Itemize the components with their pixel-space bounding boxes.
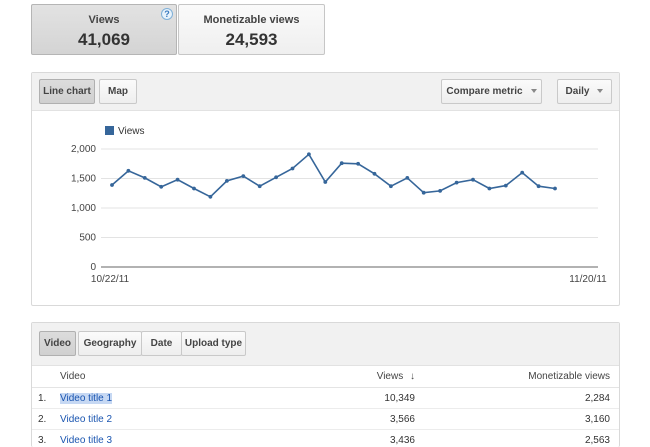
- legend-label: Views: [118, 126, 145, 137]
- row-number: 2.: [38, 414, 47, 425]
- help-icon[interactable]: ?: [161, 8, 173, 20]
- data-point: [110, 183, 114, 187]
- row-monetizable-views: 3,160: [584, 414, 610, 425]
- tab-upload-type[interactable]: Upload type: [181, 331, 246, 356]
- data-point: [159, 184, 164, 189]
- data-point: [307, 152, 311, 157]
- data-point: [356, 161, 360, 166]
- compare-metric-dropdown[interactable]: Compare metric: [441, 79, 542, 104]
- data-point: [192, 186, 196, 191]
- table-toolbar: Video Geography Date Upload type: [32, 323, 619, 366]
- data-point: [471, 177, 475, 182]
- data-point: [487, 186, 492, 191]
- metric-label: Monetizable views: [203, 14, 300, 26]
- column-header-views-label: Views: [376, 371, 404, 382]
- interval-label: Daily: [565, 86, 590, 97]
- tab-date[interactable]: Date: [141, 331, 182, 356]
- row-views: 10,349: [384, 393, 415, 404]
- metric-tile-monetizable-views[interactable]: Monetizable views 24,593: [178, 4, 325, 55]
- map-button[interactable]: Map: [99, 79, 137, 104]
- data-point: [536, 184, 541, 189]
- table-panel: Video Geography Date Upload type Video V…: [31, 322, 620, 447]
- row-number: 1.: [38, 393, 47, 404]
- data-point: [372, 171, 377, 176]
- tab-video[interactable]: Video: [39, 331, 76, 356]
- table-row: 3. Video title 3 3,436 2,563: [32, 430, 619, 447]
- row-number: 3.: [38, 435, 47, 446]
- data-point: [175, 177, 180, 182]
- series-line-views: [111, 153, 556, 198]
- line-chart: Views 2,000 1,500 1,000 500 010/22/11 11/20/11: [71, 126, 607, 285]
- y-tick-label: 500: [79, 233, 96, 244]
- data-point: [241, 174, 246, 178]
- line-chart-button[interactable]: Line chart: [39, 79, 95, 104]
- table-row: 2. Video title 2 3,566 3,160: [32, 409, 619, 430]
- data-point: [389, 184, 393, 189]
- chevron-down-icon: [530, 89, 537, 94]
- column-header-monetizable-views[interactable]: Monetizable views: [528, 371, 610, 382]
- x-tick-label-end: 11/20/11: [569, 274, 607, 285]
- table-row: 1. Video title 1 10,349 2,284: [32, 388, 619, 409]
- y-tick-label: 1,000: [71, 203, 96, 214]
- data-point: [257, 184, 262, 189]
- chart-panel: Line chart Map Compare metric Daily View…: [31, 72, 620, 306]
- metric-value: 41,069: [78, 30, 130, 49]
- row-monetizable-views: 2,284: [584, 393, 610, 404]
- data-point: [405, 176, 410, 180]
- tab-geography[interactable]: Geography: [78, 331, 142, 356]
- compare-metric-label: Compare metric: [446, 86, 523, 97]
- y-tick-label: 0: [90, 262, 96, 273]
- data-point: [290, 166, 295, 171]
- data-point: [274, 175, 278, 180]
- data-point: [339, 161, 344, 166]
- y-tick-label: 2,000: [71, 144, 96, 155]
- chevron-down-icon: [597, 89, 604, 94]
- column-header-video[interactable]: Video: [60, 371, 86, 382]
- data-point: [503, 183, 508, 188]
- video-title-link[interactable]: Video title 2: [60, 414, 113, 425]
- data-point: [208, 194, 213, 199]
- column-header-views[interactable]: Views ↓: [377, 371, 415, 382]
- data-point: [421, 190, 426, 195]
- row-views: 3,566: [389, 414, 415, 425]
- row-views: 3,436: [389, 435, 415, 446]
- video-title-link[interactable]: Video title 1: [60, 393, 113, 404]
- interval-dropdown[interactable]: Daily: [557, 79, 612, 104]
- chart-toolbar: Line chart Map Compare metric Daily: [32, 73, 619, 111]
- y-tick-label: 1,500: [71, 174, 96, 185]
- table-header: Video Views ↓ Monetizable views: [32, 366, 619, 388]
- legend-swatch: [105, 126, 114, 135]
- data-point: [225, 179, 229, 183]
- data-point: [438, 189, 442, 193]
- video-title-link[interactable]: Video title 3: [60, 435, 113, 446]
- data-point: [520, 170, 525, 175]
- data-point: [454, 180, 459, 185]
- data-point: [553, 186, 557, 191]
- x-tick-label-start: 10/22/11: [91, 274, 130, 285]
- metric-label: Views: [88, 14, 120, 26]
- metric-tile-views[interactable]: ? Views 41,069: [31, 4, 177, 55]
- data-point: [323, 180, 328, 184]
- sort-down-arrow-icon: ↓: [410, 371, 415, 382]
- row-monetizable-views: 2,563: [584, 435, 610, 446]
- metric-value: 24,593: [225, 30, 278, 49]
- data-point: [126, 168, 131, 173]
- data-point: [142, 176, 147, 180]
